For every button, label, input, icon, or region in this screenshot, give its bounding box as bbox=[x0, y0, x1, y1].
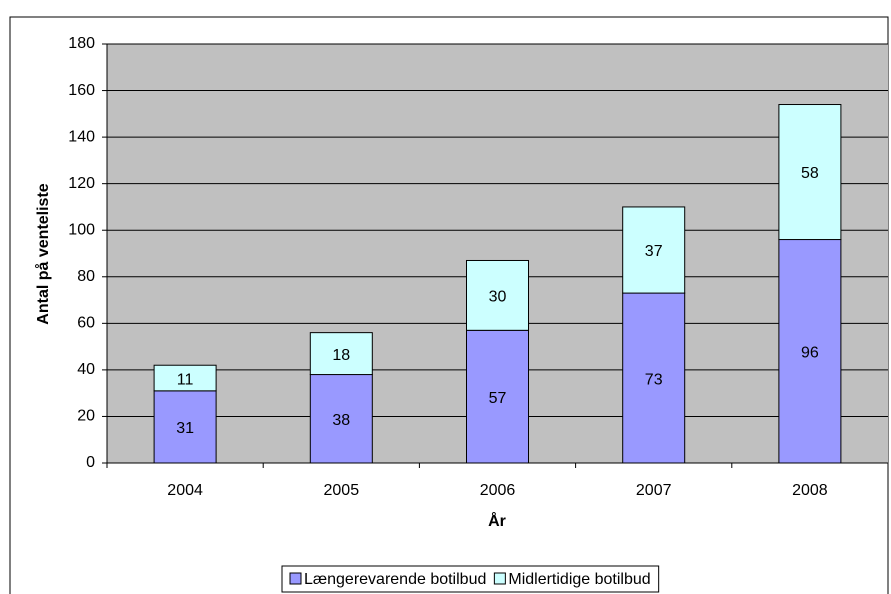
data-label: 11 bbox=[177, 371, 194, 388]
legend-swatch bbox=[493, 572, 506, 585]
data-label: 96 bbox=[801, 344, 819, 361]
y-axis-label: Antal på venteliste bbox=[34, 183, 52, 324]
data-label: 58 bbox=[801, 165, 819, 182]
bar-segment bbox=[622, 206, 686, 294]
x-tick-label: 2005 bbox=[324, 482, 360, 499]
y-tick-label: 180 bbox=[68, 35, 95, 52]
data-label: 30 bbox=[489, 289, 507, 306]
bar-segment bbox=[778, 104, 842, 241]
data-label: 18 bbox=[332, 347, 350, 364]
data-label: 38 bbox=[332, 412, 350, 429]
y-tick-label: 80 bbox=[77, 268, 95, 285]
data-label: 31 bbox=[176, 420, 194, 437]
bar-segment bbox=[153, 390, 217, 464]
x-tick-label: 2008 bbox=[792, 482, 828, 499]
x-tick-label: 2007 bbox=[636, 482, 672, 499]
bar-segment bbox=[466, 259, 529, 331]
x-axis-label: År bbox=[488, 511, 506, 530]
legend-label: Midlertidige botilbud bbox=[508, 571, 650, 588]
y-tick-label: 120 bbox=[68, 175, 95, 192]
y-tick-label: 20 bbox=[77, 408, 95, 425]
x-tick-label: 2006 bbox=[480, 482, 516, 499]
data-label: 37 bbox=[645, 243, 663, 260]
legend bbox=[281, 565, 660, 593]
y-tick-label: 100 bbox=[68, 221, 95, 238]
bar-segment bbox=[778, 239, 842, 464]
data-label: 73 bbox=[645, 371, 663, 388]
legend-swatch bbox=[289, 572, 302, 585]
y-tick-label: 40 bbox=[77, 361, 95, 378]
bar-segment bbox=[466, 329, 529, 464]
y-tick-label: 0 bbox=[86, 454, 95, 471]
legend-label: Længerevarende botilbud bbox=[304, 571, 486, 588]
y-tick-label: 140 bbox=[68, 128, 95, 145]
data-label: 57 bbox=[489, 390, 507, 407]
bar-segment bbox=[309, 374, 373, 464]
x-tick-label: 2004 bbox=[167, 482, 203, 499]
bar-segment bbox=[309, 332, 373, 376]
y-tick-label: 160 bbox=[68, 82, 95, 99]
bar-segment bbox=[153, 364, 217, 392]
bar-segment bbox=[622, 292, 686, 464]
y-tick-label: 60 bbox=[77, 315, 95, 332]
